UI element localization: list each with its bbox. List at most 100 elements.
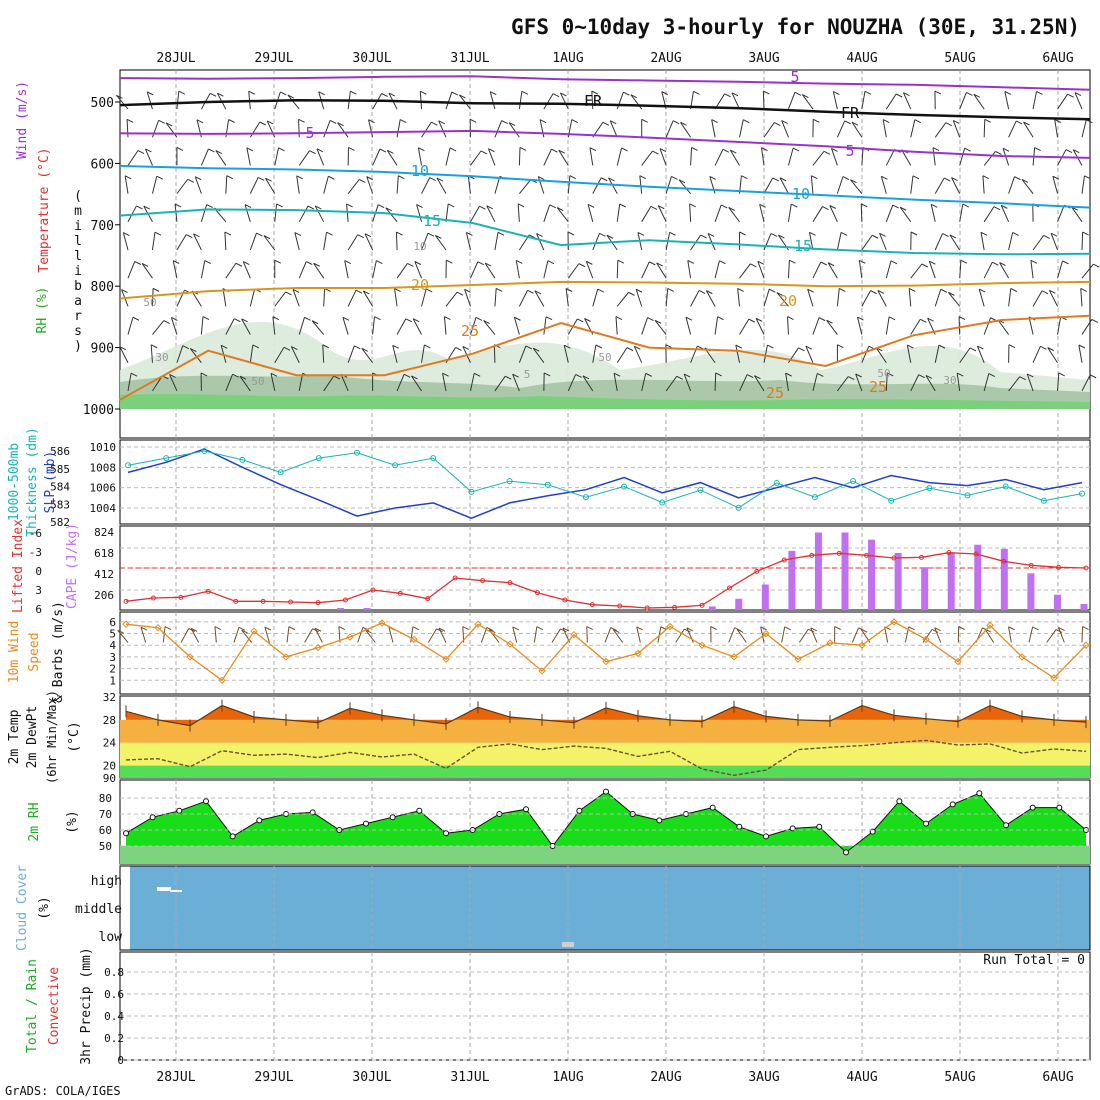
wind-barb-flag (934, 627, 941, 632)
cape-bar (708, 606, 716, 610)
rh-point (1056, 804, 1063, 811)
wind-barb (170, 317, 178, 335)
wind-barb-flag (479, 205, 486, 210)
wind-barb (983, 151, 996, 166)
wind-barb (851, 627, 860, 643)
cloud-level-label: low (99, 930, 123, 945)
wind-barb (274, 347, 285, 363)
wind-barb-flag (1078, 344, 1086, 349)
wind-barb (665, 288, 669, 307)
wind-barb (556, 207, 569, 223)
wind-barb (1057, 204, 1065, 223)
wind-barb-flag (700, 234, 707, 239)
y-tick-slp: 1004 (90, 502, 117, 515)
wind-speed-point (570, 631, 578, 639)
wind-barb-flag (536, 233, 543, 238)
label-speed: Speed (27, 632, 42, 671)
wind-barb (1004, 91, 1010, 110)
wind-barb-flag (328, 175, 335, 180)
wind-barb (372, 148, 381, 166)
wind-barb-flag (484, 262, 492, 267)
cape-bar (1080, 603, 1088, 610)
y-tick-rh: 70 (99, 808, 112, 821)
wind-barb (763, 344, 768, 363)
wind-speed-point (954, 657, 962, 666)
wind-barb-flag (927, 317, 934, 322)
wind-barb-flag (399, 119, 407, 123)
wind-speed-point (346, 633, 354, 641)
y-tick-cape: 824 (94, 526, 114, 539)
wind-barb (241, 629, 253, 643)
x-tick-top: 1AUG (552, 51, 583, 66)
li-point (425, 596, 431, 602)
wind-barb (543, 148, 552, 166)
wind-barb-flag (659, 148, 667, 152)
wind-barb (140, 627, 147, 643)
contour-label: 20 (779, 292, 797, 310)
wind-barb-flag (962, 203, 970, 208)
wind-barb-flag (1089, 374, 1097, 379)
wind-barb-flag (988, 373, 996, 377)
wind-barb-flag (978, 288, 986, 293)
wind-barb (836, 120, 846, 138)
wind-barb-flag (444, 316, 451, 321)
slp-line (127, 448, 1083, 520)
wind-barb-flag (411, 375, 418, 380)
wind-speed-line (125, 621, 1087, 682)
wind-speed-point (602, 657, 610, 666)
wind-barb-flag (641, 118, 648, 123)
wind-barb (880, 176, 887, 194)
wind-barb (705, 290, 716, 307)
wind-barb-flag (903, 92, 910, 97)
y-tick-wind: 5 (109, 628, 116, 641)
wind-barb (249, 288, 256, 307)
label-slp: SLP (mb) (43, 451, 58, 514)
wind-barb-flag (141, 262, 149, 267)
wind-speed-point (122, 620, 130, 628)
wind-barb-flag (807, 288, 814, 293)
wind-barb-flag (525, 345, 533, 350)
wind-barb (683, 373, 692, 392)
wind-barb (362, 290, 374, 307)
wind-barb (812, 373, 818, 392)
wind-barb (1081, 231, 1084, 251)
wind-barb-flag (357, 234, 364, 239)
wind-barb-flag (288, 626, 296, 631)
wind-barb-flag (193, 233, 200, 238)
wind-barb (323, 232, 328, 251)
y-tick-rh: 60 (99, 824, 112, 837)
wind-barb-flag (724, 93, 731, 98)
wind-barb-flag (808, 628, 815, 633)
wind-barb (1074, 92, 1083, 110)
wind-barb-flag (527, 289, 534, 294)
wind-barb (613, 373, 618, 391)
wind-barb-flag (560, 628, 567, 633)
wind-barb-flag (176, 147, 184, 151)
wind-barb (512, 626, 518, 643)
wind-barb-flag (238, 626, 246, 631)
wind-barb (1023, 121, 1034, 138)
wind-barb-flag (567, 231, 575, 236)
wind-barb (728, 207, 740, 223)
wind-barb (959, 92, 967, 110)
wind-barb-flag (134, 261, 141, 265)
wind-barb-flag (639, 175, 647, 180)
li-point (1056, 564, 1062, 570)
cloud-cover-fill (130, 866, 1090, 950)
wind-barb-flag (877, 290, 885, 294)
wind-barb (467, 175, 471, 194)
wind-barb-flag (165, 122, 173, 127)
wind-barb-flag (719, 260, 726, 265)
wind-barb-flag (817, 372, 824, 377)
wind-barb (421, 121, 432, 138)
wind-barb (657, 205, 667, 223)
thickness-point (201, 448, 208, 454)
wind-barb (808, 232, 814, 251)
wind-barb (659, 148, 667, 166)
ylabel-char: s (74, 324, 82, 339)
wind-barb (776, 292, 789, 307)
wind-barb-flag (859, 259, 866, 264)
x-tick-bottom: 2AUG (650, 1070, 681, 1085)
wind-barb-flag (1023, 121, 1030, 126)
wind-barb (978, 288, 985, 307)
